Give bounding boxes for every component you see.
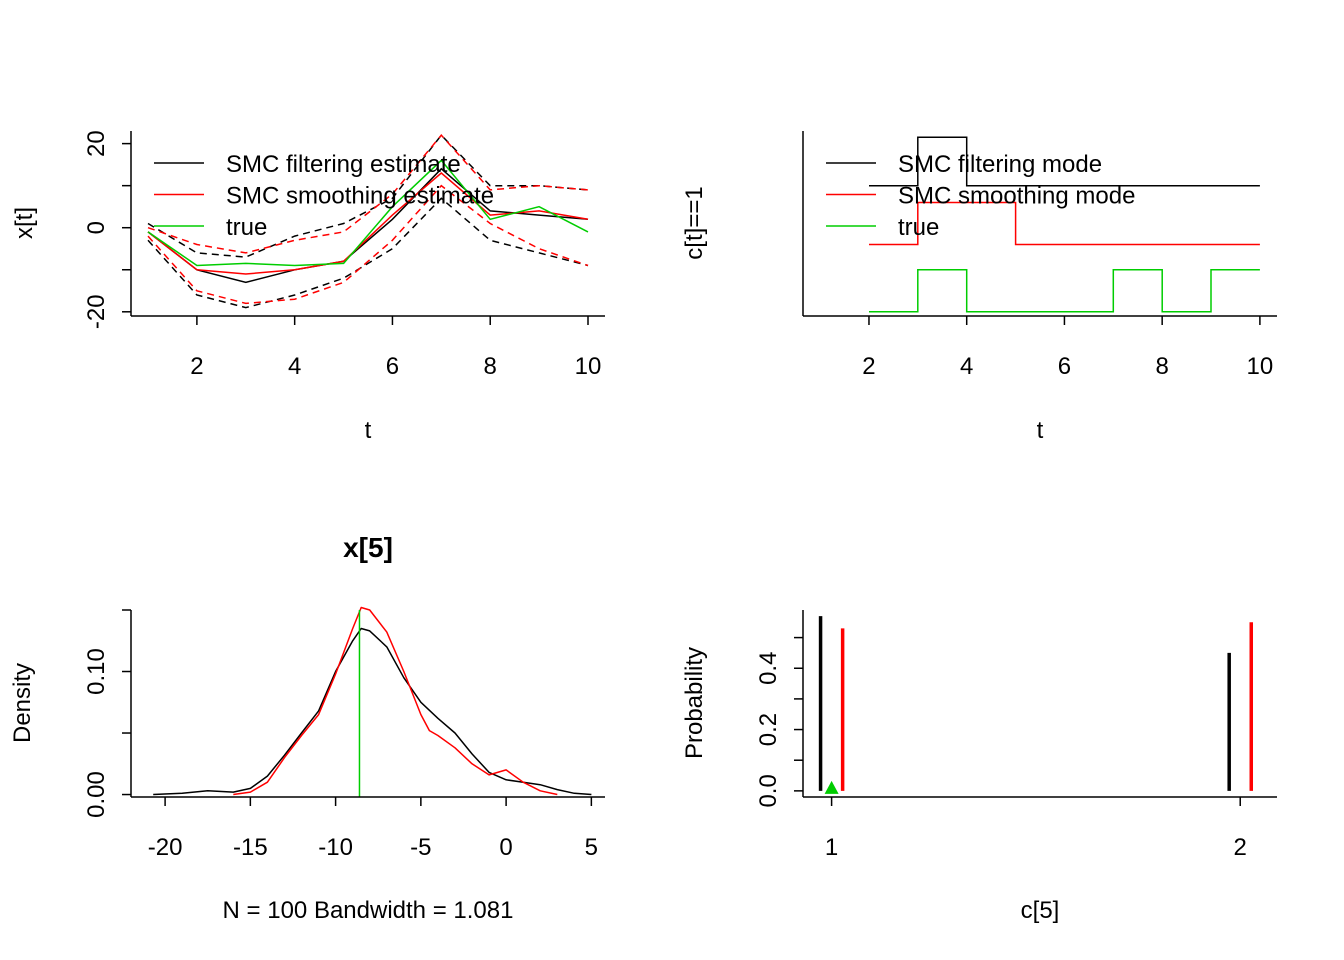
y-tick-label: 0.0 [755, 774, 782, 807]
x-tick-label: 2 [862, 353, 875, 380]
panel-title: x[5] [343, 532, 393, 563]
x-tick-label: 6 [1058, 353, 1071, 380]
series-line-true [147, 159, 589, 267]
probability-bars-group [818, 616, 1254, 794]
series-line-smoothing-lower [147, 184, 589, 305]
density-curve-smoothing-density [233, 606, 558, 796]
x-tick-label: 2 [1234, 834, 1247, 861]
x-tick-label: -5 [410, 834, 431, 861]
x-tick-label: 4 [960, 353, 973, 380]
y-axis-label: Probability [681, 647, 708, 759]
regime-series-group [869, 136, 1260, 313]
true-value-marker [824, 780, 839, 794]
legend-label: SMC smoothing mode [898, 183, 1135, 210]
y-tick-label: -20 [83, 294, 110, 329]
y-axis-label: x[t] [11, 207, 38, 239]
x-tick-label: -10 [318, 834, 353, 861]
y-axis-label: c[t]==1 [681, 186, 708, 259]
x-tick-label: 10 [1247, 353, 1274, 380]
x-tick-label: 6 [386, 353, 399, 380]
x-tick-label: 0 [499, 834, 512, 861]
density-series-group [153, 606, 592, 797]
x-axis-label: t [365, 417, 372, 444]
panel-state-estimates: 2 4 6 8 10 -20 0 20 t x[t] SMC filtering estim… [11, 130, 605, 444]
y-tick-group: 0.0 0.2 0.4 [755, 636, 803, 808]
x-axis-label: N = 100 Bandwidth = 1.081 [223, 897, 514, 924]
x-tick-label: 5 [585, 834, 598, 861]
x-tick-label: 4 [288, 353, 301, 380]
y-tick-label: 0.2 [755, 713, 782, 746]
x-tick-group: 2 4 6 8 10 [862, 316, 1273, 380]
y-tick-label: 0.10 [83, 648, 110, 695]
x-axis-label: t [1037, 417, 1044, 444]
x-tick-label: 10 [575, 353, 602, 380]
step-line-smoothing-mode [869, 201, 1260, 246]
x-tick-label: 2 [190, 353, 203, 380]
y-tick-label: 0 [83, 221, 110, 234]
x-axis-label: c[5] [1021, 897, 1060, 924]
panel-density: x[5] -20 -15 -10 -5 0 5 0.00 0.10 N = 100 Band… [9, 532, 605, 924]
y-tick-label: 20 [83, 130, 110, 157]
x-tick-label: -15 [233, 834, 268, 861]
legend: SMC filtering estimate SMC smoothing esti… [154, 151, 494, 241]
legend-label: true [226, 214, 267, 241]
x-tick-label: 8 [484, 353, 497, 380]
legend-label: SMC smoothing estimate [226, 183, 494, 210]
x-tick-group: -20 -15 -10 -5 0 5 [148, 797, 598, 861]
step-line-filtering-mode [869, 136, 1260, 187]
y-tick-label: 0.00 [83, 771, 110, 818]
x-tick-label: 1 [825, 834, 838, 861]
step-line-true [869, 269, 1260, 313]
y-tick-label: 0.4 [755, 652, 782, 685]
state-series-group [147, 134, 589, 309]
legend-label: SMC filtering estimate [226, 151, 461, 178]
x-tick-group: 2 4 6 8 10 [190, 316, 601, 380]
legend-label: SMC filtering mode [898, 151, 1102, 178]
panel-regime-indicators: 2 4 6 8 10 t c[t]==1 SMC filtering mode SMC s… [681, 131, 1277, 444]
y-axis-label: Density [9, 663, 36, 743]
x-tick-label: 8 [1155, 353, 1168, 380]
series-line-smoothing-upper [147, 134, 589, 254]
y-tick-group: 0.00 0.10 [83, 609, 131, 818]
series-line-filtering-lower [147, 197, 589, 309]
density-curve-filtering-density [153, 627, 592, 796]
x-tick-label: -20 [148, 834, 183, 861]
legend-label: true [898, 214, 939, 241]
y-tick-group: -20 0 20 [83, 130, 131, 329]
legend: SMC filtering mode SMC smoothing mode true [826, 151, 1135, 241]
